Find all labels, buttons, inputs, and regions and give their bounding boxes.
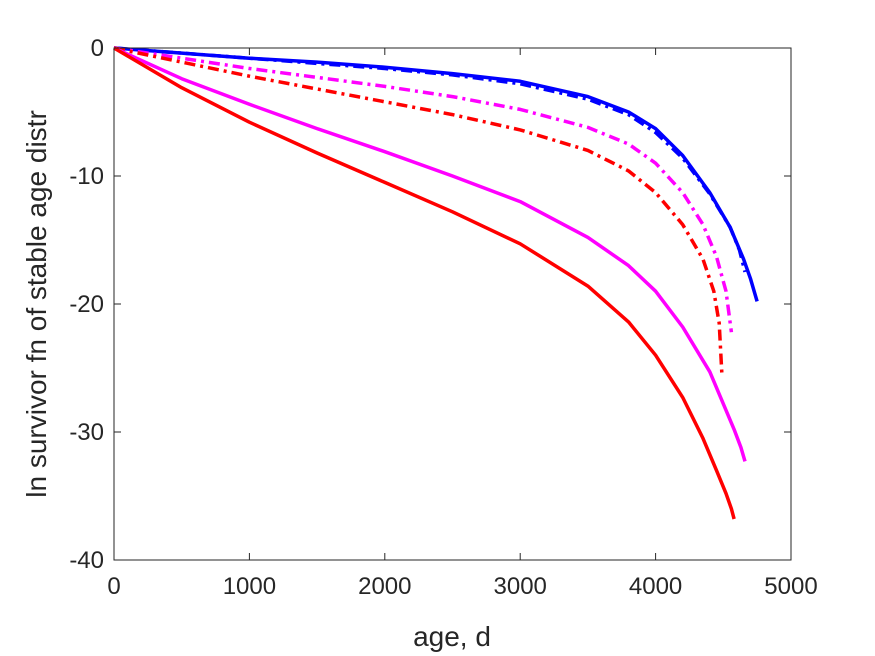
- x-tick-label: 5000: [764, 573, 817, 600]
- plot-area: [114, 48, 791, 560]
- plot-background: [114, 48, 791, 560]
- series-line-5: [113, 46, 747, 462]
- y-tick-label: -40: [69, 547, 104, 574]
- y-tick-label: -20: [69, 291, 104, 318]
- y-tick-label: -10: [69, 163, 104, 190]
- x-axis-label: age, d: [413, 621, 491, 652]
- y-tick-label: 0: [91, 35, 104, 62]
- x-tick-label: 4000: [629, 573, 682, 600]
- y-tick-label: -30: [69, 419, 104, 446]
- x-tick-label: 3000: [494, 573, 547, 600]
- x-tick-label: 2000: [358, 573, 411, 600]
- x-tick-label: 1000: [223, 573, 276, 600]
- x-tick-label: 0: [107, 573, 120, 600]
- series-layer: [113, 46, 759, 520]
- axes-layer: 0 1000 2000 3000 4000 5000 0 -10 -20 -30 -40: [69, 35, 817, 600]
- series-line-4: [113, 46, 724, 375]
- series-line-3: [113, 46, 734, 333]
- series-line-6: [113, 46, 736, 520]
- y-axis-label: ln survivor fn of stable age distr: [21, 110, 52, 498]
